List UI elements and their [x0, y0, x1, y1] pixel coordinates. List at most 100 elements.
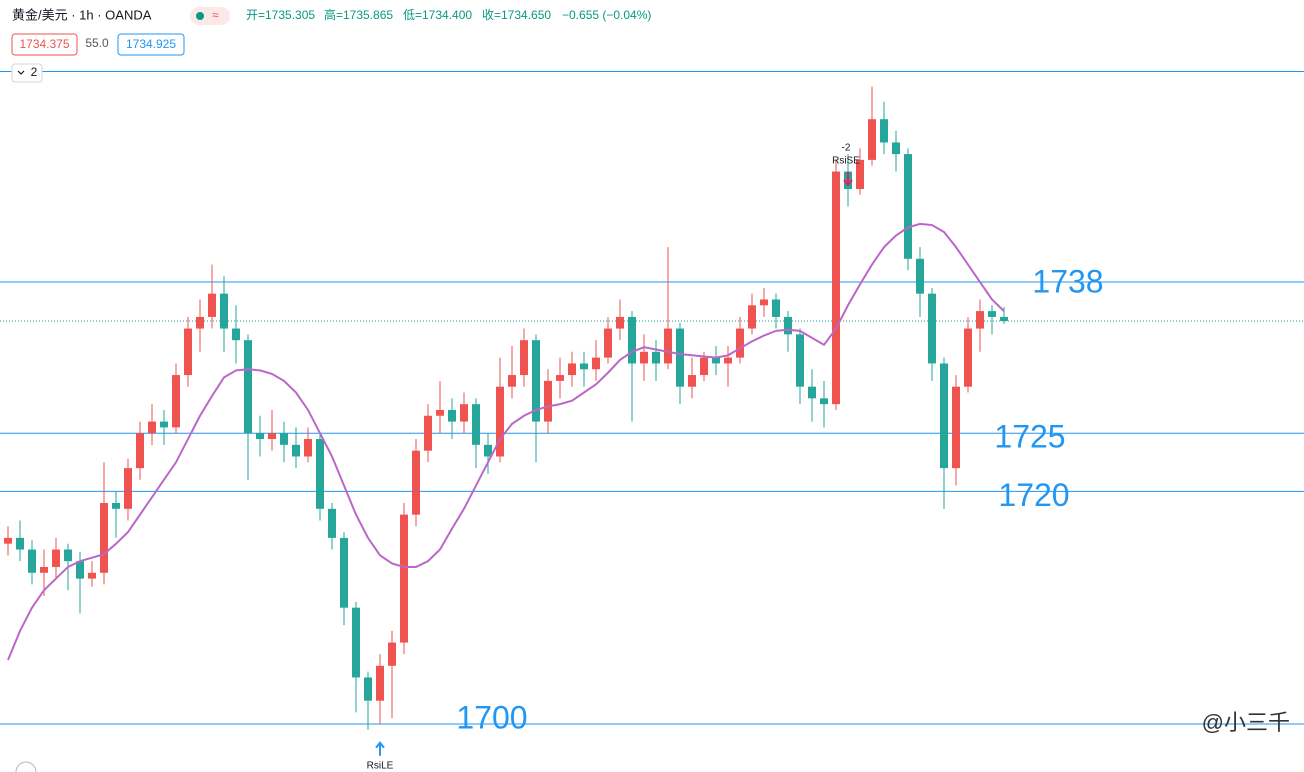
candle-body: [568, 363, 576, 376]
signal-count: -2: [842, 143, 851, 154]
ohlc-value: 收=1734.650: [482, 8, 551, 22]
candle-body: [904, 154, 912, 259]
candle-body: [148, 421, 156, 434]
candle-body: [268, 433, 276, 440]
signal-label: RsiLE: [367, 760, 394, 771]
candle-body: [280, 433, 288, 445]
buy-arrow: [375, 741, 385, 756]
ohlc-value: −0.655 (−0.04%): [562, 8, 651, 22]
candle-body: [340, 537, 348, 608]
candle-body: [832, 171, 840, 405]
candle-body: [760, 299, 768, 306]
candle-body: [328, 508, 336, 538]
candle-body: [304, 439, 312, 457]
candle-body: [484, 444, 492, 457]
candle-body: [532, 340, 540, 422]
candle-body: [448, 409, 456, 422]
level-label: 1700: [456, 699, 527, 735]
candle-body: [496, 386, 504, 457]
bid-box: [11, 33, 78, 56]
candle-body: [820, 398, 828, 405]
symbol: 黄金/美元 · 1h · OANDA: [12, 7, 152, 22]
plot-area: 1738 1725 1720 1700 -2 RsiSE RsiLE: [0, 71, 1304, 771]
corner-button[interactable]: [15, 761, 37, 772]
candle-body: [136, 433, 144, 469]
candle-body: [364, 677, 372, 701]
ohlc-value: 高=1735.865: [324, 7, 393, 22]
candle-body: [112, 502, 120, 509]
candle-body: [880, 119, 888, 143]
delay-icon: ≈: [212, 8, 219, 22]
candle-body: [916, 258, 924, 294]
candle-body: [100, 502, 108, 573]
candle-body: [40, 566, 48, 573]
candle-body: [172, 375, 180, 428]
ohlc-value: 低=1734.400: [403, 8, 472, 22]
candle-body: [952, 386, 960, 469]
candle-body: [460, 404, 468, 422]
candle-body: [784, 316, 792, 335]
candle-body: [376, 665, 384, 701]
bid-price: 1734.375: [19, 37, 69, 51]
spread: 55.0: [85, 36, 109, 50]
candle-body: [124, 468, 132, 509]
candle-body: [592, 357, 600, 370]
candle-body: [352, 607, 360, 678]
candle-body: [196, 316, 204, 329]
level-label: 1725: [994, 419, 1065, 455]
candle-body: [724, 357, 732, 364]
indicator-toggle[interactable]: [11, 63, 43, 83]
candle-body: [964, 328, 972, 387]
candle-body: [16, 537, 24, 550]
candle-body: [400, 514, 408, 643]
sell-arrow: [843, 171, 853, 187]
watermark: @小三千: [1202, 710, 1290, 735]
candle-body: [640, 351, 648, 364]
level-label: 1738: [1032, 263, 1103, 299]
signal-label: RsiSE: [832, 156, 860, 167]
candle-body: [28, 549, 36, 573]
candle-body: [688, 375, 696, 387]
candle-body: [868, 119, 876, 160]
candle-body: [808, 386, 816, 399]
candle-body: [892, 142, 900, 155]
header: 黄金/美元 · 1h · OANDA ≈ 开=1735.305 高=1735.86…: [11, 7, 651, 83]
candle-body: [88, 572, 96, 579]
candle-body: [472, 404, 480, 445]
status-pill: [190, 7, 230, 25]
candle-body: [772, 299, 780, 317]
candle-body: [4, 537, 12, 544]
chevron-icon: [17, 70, 25, 75]
candle-body: [748, 305, 756, 329]
candle-body: [676, 328, 684, 387]
candle-body: [628, 316, 636, 364]
ohlc-value: 开=1735.305: [246, 8, 315, 22]
candle-body: [508, 375, 516, 387]
candle-body: [292, 444, 300, 457]
candle-body: [76, 561, 84, 579]
candle-body: [1000, 316, 1008, 321]
candle-body: [856, 159, 864, 189]
candle-body: [544, 380, 552, 422]
candle-body: [664, 328, 672, 364]
ask-price: 1734.925: [126, 37, 176, 51]
candle-body: [520, 340, 528, 376]
candle-body: [160, 421, 168, 428]
candle-body: [928, 293, 936, 364]
candle-body: [220, 293, 228, 329]
candle-body: [736, 328, 744, 358]
candle-body: [244, 340, 252, 434]
indicator-count: 2: [31, 65, 38, 79]
candle-body: [940, 363, 948, 469]
candle-body: [556, 375, 564, 381]
candle-body: [184, 328, 192, 376]
candle-body: [652, 351, 660, 364]
candle-body: [616, 316, 624, 329]
ohlc-legend: 开=1735.305 高=1735.865 低=1734.400 收=1734.650…: [246, 7, 651, 22]
candle-body: [976, 311, 984, 329]
candle-body: [256, 433, 264, 440]
candle-body: [208, 293, 216, 317]
candle-body: [388, 642, 396, 666]
ask-box: [117, 33, 185, 56]
